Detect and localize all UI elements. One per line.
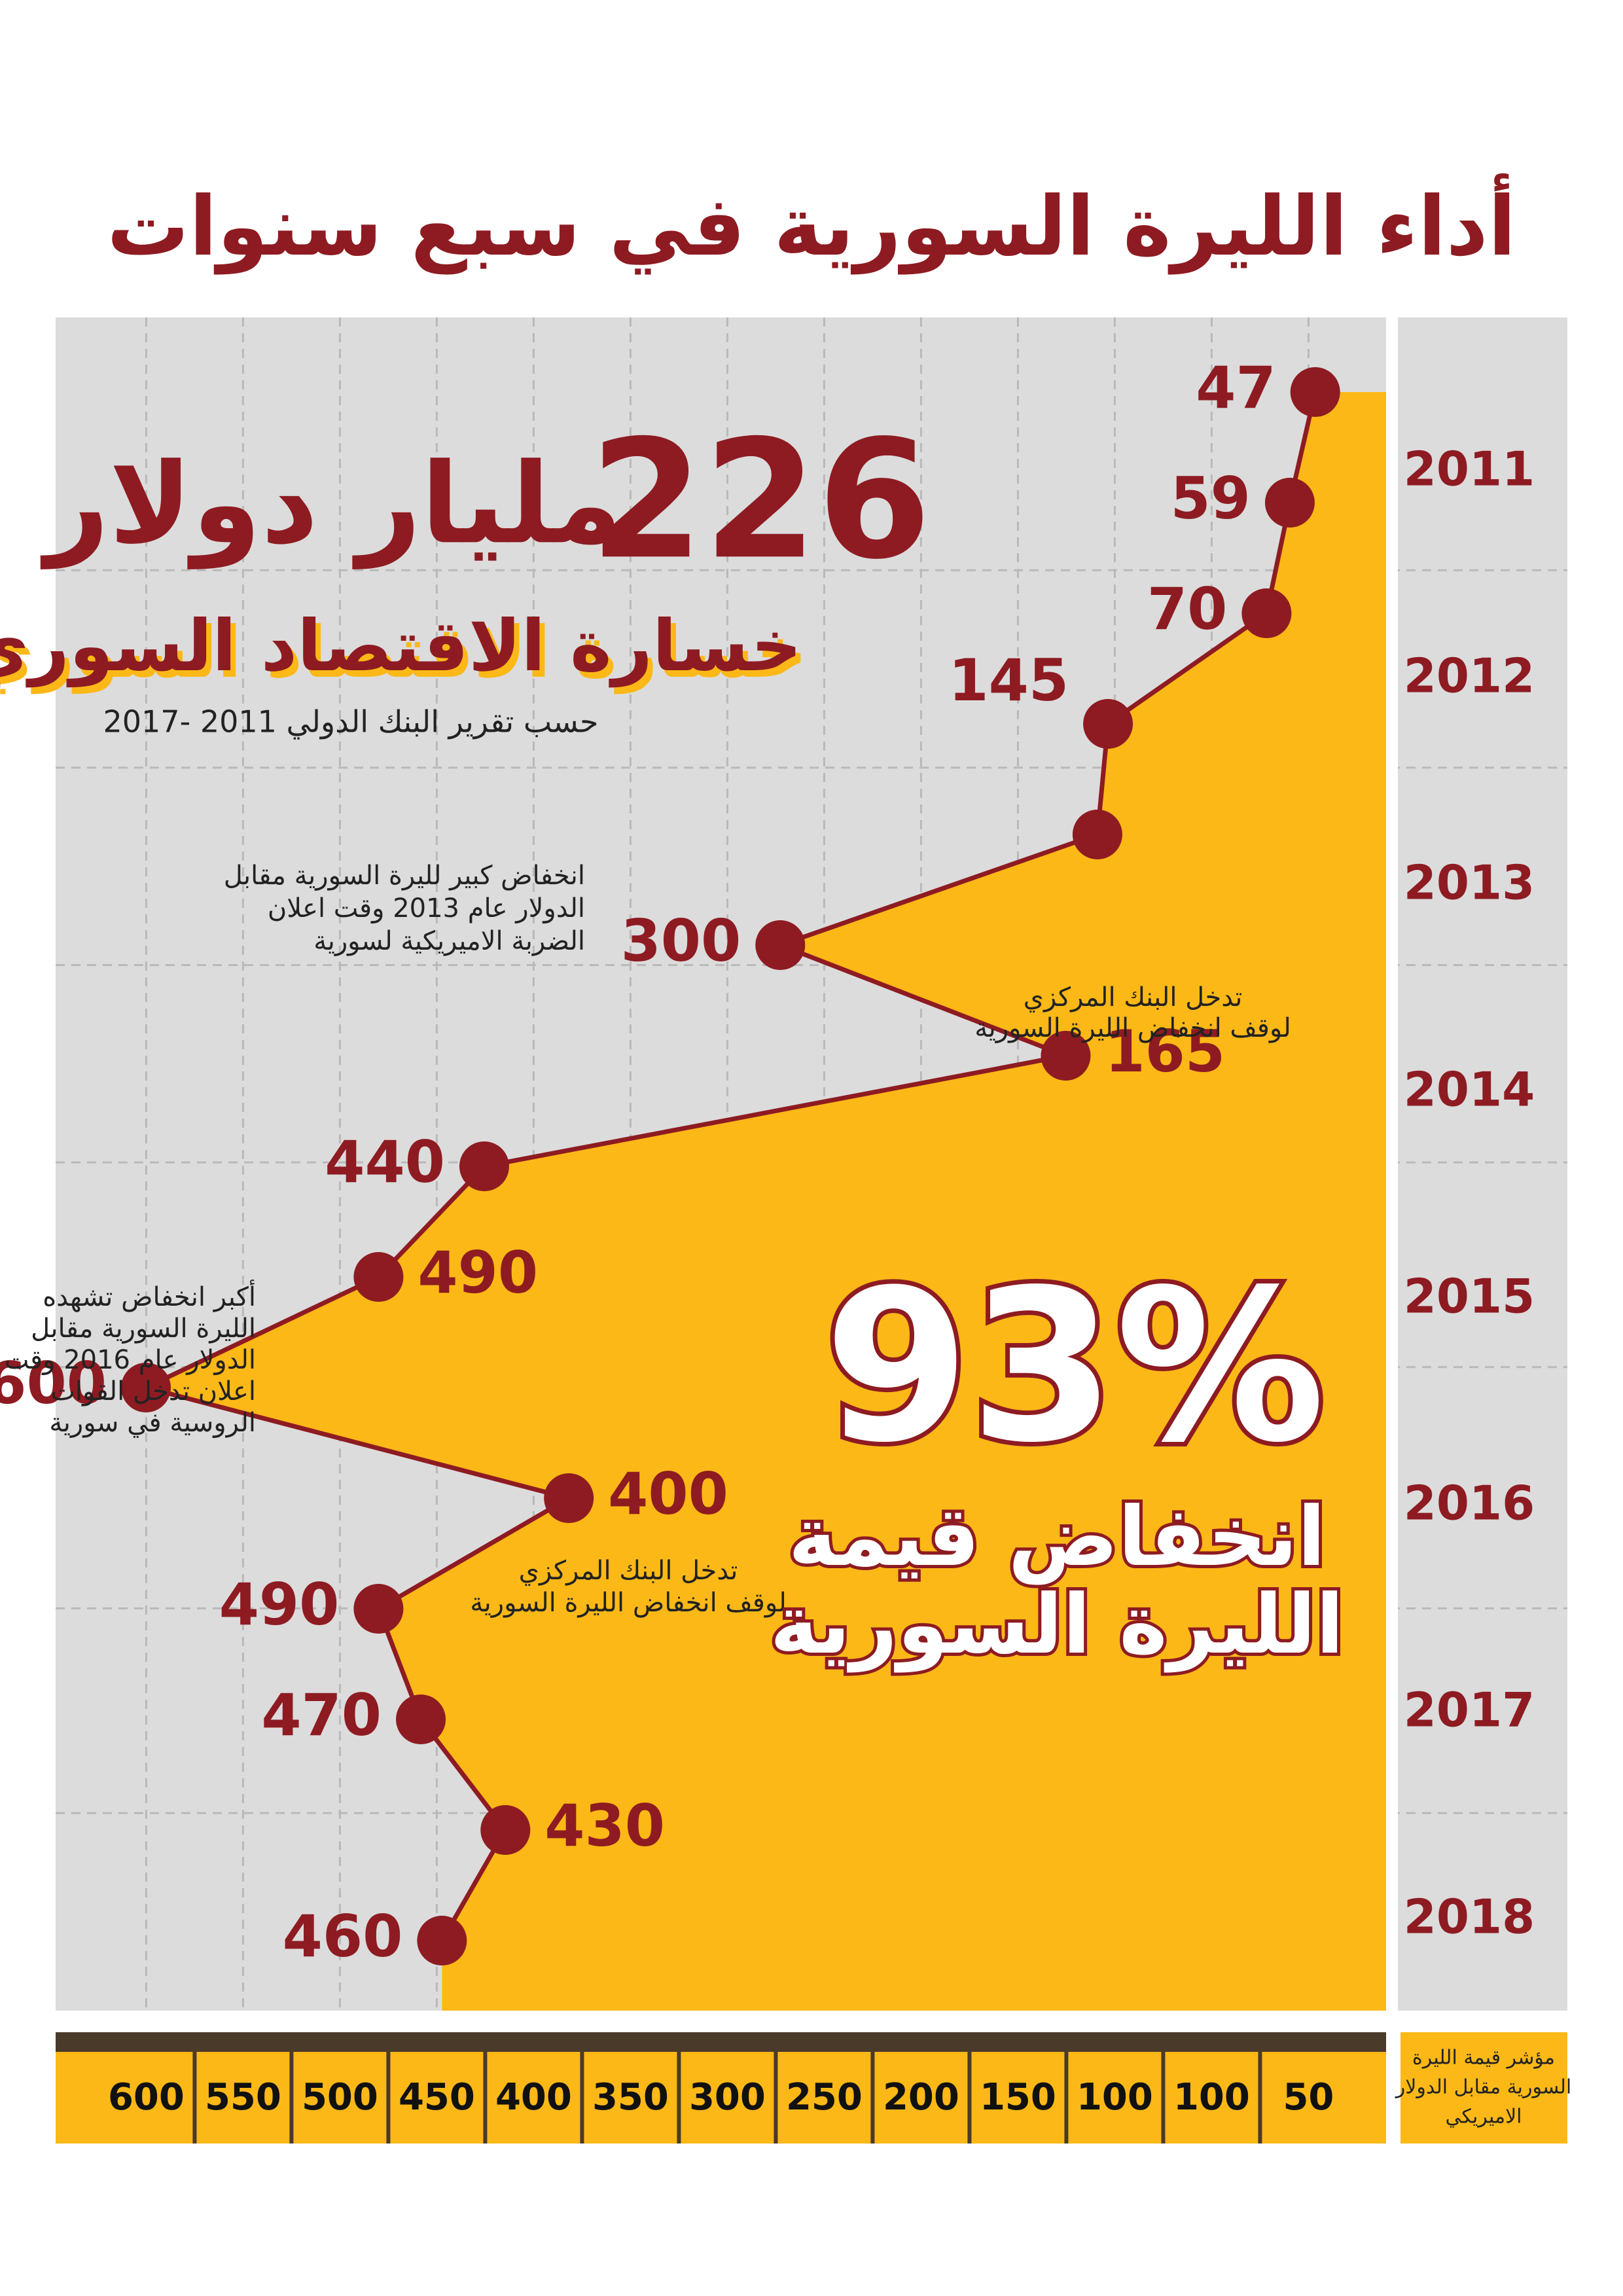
scale-label: 50 [1283,2076,1334,2119]
point [1041,1031,1091,1081]
point [353,1584,404,1634]
value-label: 430 [544,1792,665,1859]
year-label: 2015 [1404,1269,1535,1324]
annotation: اعلان تدخل القوات [50,1376,256,1407]
year-label: 2012 [1404,649,1535,704]
value-label: 70 [1147,575,1227,643]
point [1241,588,1292,638]
scale-label: 600 [108,2076,185,2119]
year-label: 2017 [1404,1683,1535,1738]
scale-label: 400 [495,2076,572,2119]
year-label: 2018 [1404,1890,1535,1945]
point [121,1363,171,1412]
year-label: 2011 [1404,442,1535,497]
headline-caption: خسارة الاقتصاد السوري [0,605,802,688]
scale-label: 150 [980,2076,1056,2119]
point [755,920,806,970]
point [396,1695,446,1744]
headline-unit: مليار دولار [40,439,622,569]
big-stat-caption: انخفاض قيمة [789,1490,1326,1585]
value-label: 165 [1105,1018,1225,1085]
point [459,1141,509,1191]
scale-label: 100 [1077,2076,1153,2119]
annotation: لوقف انخفاض الليرة السورية [470,1588,787,1618]
point [417,1916,467,1965]
year-label: 2016 [1404,1476,1535,1531]
year-label: 2013 [1404,855,1535,910]
annotation: تدخل البنك المركزي [1024,982,1243,1013]
annotation: الليرة السورية مقابل [31,1314,256,1344]
scale-legend: السورية مقابل الدولار [1395,2076,1572,2099]
year-label: 2014 [1404,1062,1535,1117]
value-label: 47 [1196,354,1275,422]
headline-number: 226 [590,404,931,595]
scale-label: 550 [205,2076,281,2119]
divider [1386,317,1398,2011]
value-label: 145 [948,647,1069,714]
scale-legend: الاميريكي [1445,2106,1522,2128]
point [1072,810,1122,859]
annotation: أكبر انخفاض تشهده [43,1280,256,1312]
scale-label: 500 [302,2076,378,2119]
title: أداء الليرة السورية في سبع سنوات [107,173,1516,275]
point [1083,699,1133,749]
annotation: الدولار عام 2013 وقت اعلان [268,893,585,924]
source: حسب تقرير البنك الدولي 2011 -2017 [103,704,599,740]
value-label: 490 [418,1239,538,1306]
value-label: 490 [219,1571,340,1638]
value-label: 600 [0,1350,107,1417]
annotation: تدخل البنك المركزي [519,1556,738,1586]
scale-label: 300 [689,2076,766,2119]
scale-label: 350 [592,2076,669,2119]
point [1264,478,1315,528]
annotation: انخفاض كبير لليرة السورية مقابل [224,861,585,891]
scale-legend: مؤشر قيمة الليرة [1412,2047,1555,2070]
value-label: 460 [283,1903,403,1970]
point [353,1252,404,1302]
scale-label: 250 [786,2076,863,2119]
annotation: الضربة الاميريكية لسورية [313,926,585,956]
scale-band-top [56,2032,1386,2052]
area [146,392,1386,2011]
value-label: 400 [608,1460,728,1528]
scale-label: 450 [399,2076,475,2119]
point [480,1805,531,1855]
point [544,1473,594,1523]
scale-legend-box [1400,2032,1567,2144]
big-stat: 93% [824,1246,1325,1489]
point [1290,367,1340,417]
value-label: 440 [325,1128,445,1196]
annotation: الروسية في سورية [49,1408,256,1438]
annotation: الدولار عام 2016 وقت [5,1345,256,1375]
scale-label: 200 [883,2076,959,2119]
annotation: لوقف انخفاض الليرة السورية [974,1013,1291,1043]
value-label: 300 [621,907,741,975]
value-label: 59 [1170,465,1250,532]
headline-caption-shadow: خسارة الاقتصاد السوري [0,612,807,694]
value-label: 470 [261,1681,382,1749]
big-stat-caption: الليرة السورية [770,1577,1344,1673]
scale-label: 100 [1173,2076,1250,2119]
